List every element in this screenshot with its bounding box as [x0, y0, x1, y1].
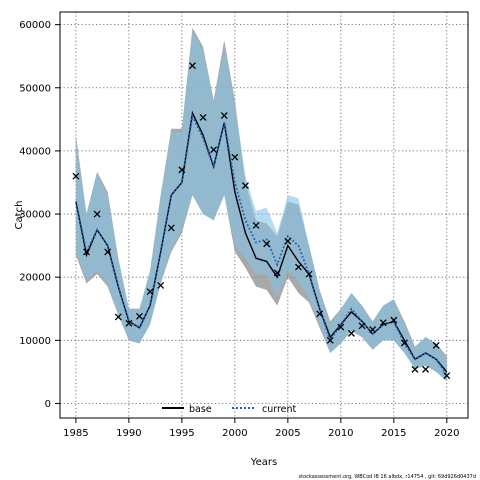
x-tick-label: 2010: [328, 428, 353, 439]
x-tick-label: 1990: [116, 428, 141, 439]
footer-note: stockassessment.org, WBCod IB 16 albdx, …: [299, 474, 476, 480]
observation-point: [114, 313, 122, 321]
y-tick-label: 10000: [19, 336, 51, 347]
legend-label-current: current: [262, 404, 297, 415]
observation-point: [358, 322, 366, 330]
x-tick-label: 2000: [222, 428, 247, 439]
observation-point: [284, 237, 292, 245]
band-current: [75, 30, 447, 382]
observation-point: [422, 365, 430, 373]
x-tick-label: 2020: [434, 428, 459, 439]
observation-point: [199, 113, 207, 121]
observation-point: [93, 210, 101, 218]
y-tick-label: 0: [45, 399, 51, 410]
observation-point: [263, 240, 271, 248]
observation-point: [189, 62, 196, 70]
plot-frame: [59, 11, 469, 419]
y-tick-label: 20000: [19, 273, 51, 284]
observation-point: [369, 326, 377, 334]
observation-point: [220, 112, 228, 120]
y-tick-label: 60000: [19, 20, 51, 31]
observation-point: [411, 365, 419, 373]
observation-point: [136, 312, 143, 320]
observation-point: [316, 310, 324, 318]
observation-point: [390, 316, 398, 324]
x-tick-label: 1995: [169, 428, 194, 439]
observation-point: [326, 336, 334, 344]
observation-point: [400, 339, 408, 347]
x-tick-label: 2015: [381, 428, 406, 439]
observation-point: [167, 224, 175, 232]
observation-point: [443, 372, 451, 380]
x-axis-ticks: 1985 1990 1995 2000 2005 2010 2015 2020: [63, 418, 460, 439]
x-tick-label: 2005: [275, 428, 300, 439]
observation-point: [252, 221, 260, 229]
legend: base current: [162, 404, 297, 415]
y-tick-label: 40000: [19, 146, 51, 157]
observation-point: [231, 153, 239, 161]
observation-point: [432, 341, 440, 349]
y-axis-label: Catch: [14, 201, 25, 230]
legend-label-base: base: [189, 404, 212, 415]
y-tick-label: 30000: [19, 210, 51, 221]
y-tick-label: 50000: [19, 83, 51, 94]
observation-point: [294, 263, 302, 271]
observation-point: [83, 248, 90, 256]
observation-point: [210, 146, 218, 154]
observation-points: [72, 62, 451, 380]
x-axis-label: Years: [250, 457, 277, 468]
observation-point: [72, 172, 80, 180]
confidence-bands: [75, 27, 447, 382]
observation-point: [241, 182, 249, 190]
observation-point: [125, 319, 133, 327]
observation-point: [146, 288, 154, 296]
observation-point: [305, 270, 313, 278]
observation-point: [347, 329, 355, 337]
x-tick-label: 1985: [63, 428, 88, 439]
observation-point: [379, 319, 387, 327]
observation-point: [178, 166, 186, 174]
observation-point: [157, 281, 165, 289]
observation-point: [337, 323, 345, 331]
observation-point: [273, 269, 281, 277]
observation-point: [104, 248, 112, 256]
y-axis-ticks: 0 10000 20000 30000 40000 50000 60000: [19, 20, 60, 410]
